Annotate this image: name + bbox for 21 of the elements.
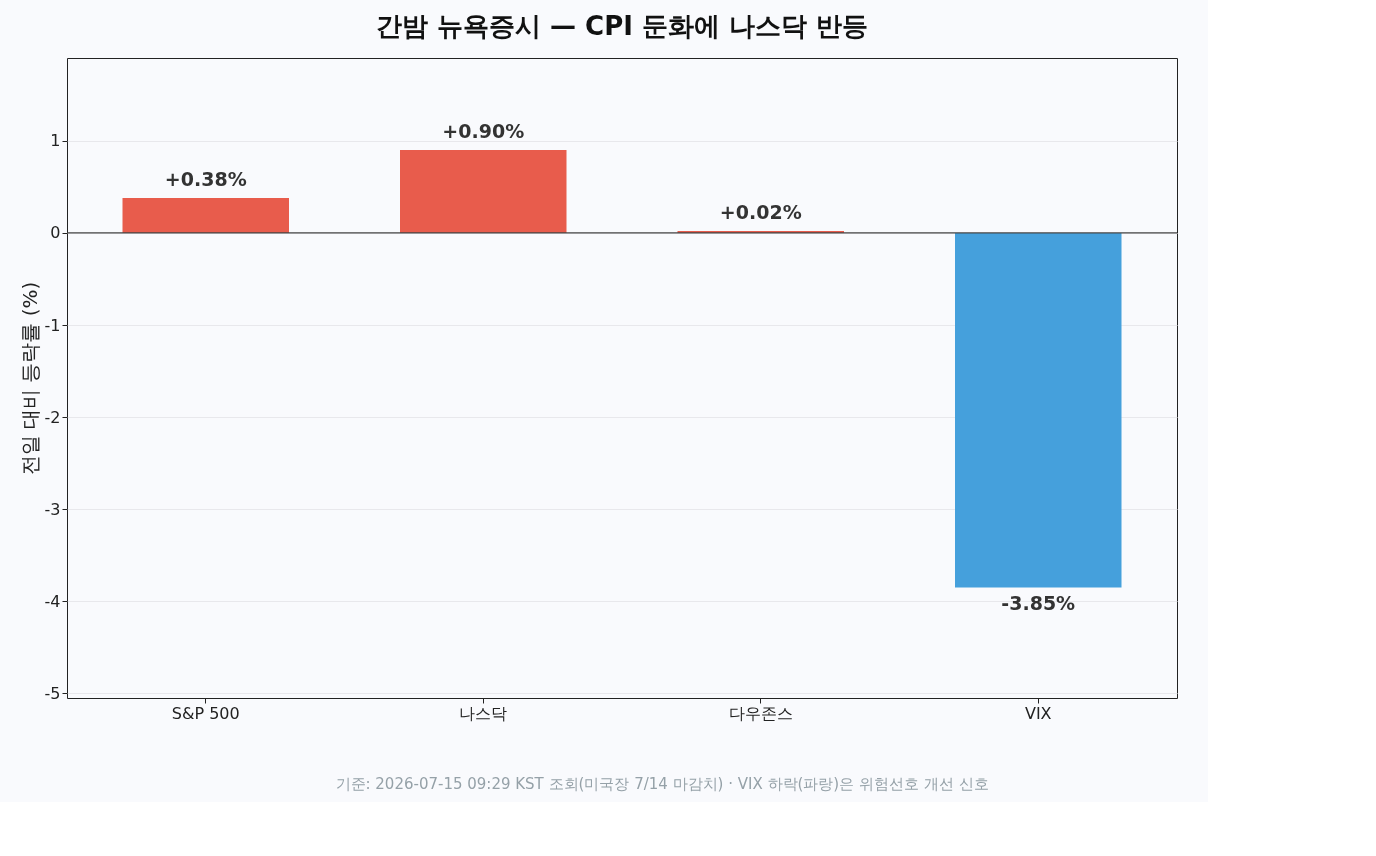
- y-tick-label: 1: [50, 131, 61, 151]
- x-tick-label: S&P 500: [171, 703, 240, 723]
- y-tick-label: -4: [44, 591, 61, 611]
- y-tick-label: -2: [44, 407, 61, 427]
- data-label: +0.02%: [719, 201, 802, 224]
- data-label: +0.38%: [164, 167, 247, 190]
- text: 기준: 2026-07-15 09:29 KST 조회(미국장 7/14 마감치) · VIX 하락(파랑)은 위험선호 개선 신호: [335, 775, 989, 793]
- x-tick-label: 나스닥: [459, 703, 508, 723]
- chart-title: 간밤 뉴욕증시 — CPI 둔화에 나스닥 반등: [375, 11, 869, 41]
- bar: [955, 232, 1122, 588]
- y-tick-label: 0: [50, 223, 61, 243]
- bar: [122, 197, 289, 233]
- y-tick-label: -3: [44, 499, 61, 519]
- data-label: -3.85%: [1001, 592, 1076, 615]
- data-label: +0.90%: [442, 120, 525, 143]
- y-tick-label: -1: [44, 315, 61, 335]
- x-tick-label: 다우존스: [728, 703, 793, 723]
- x-tick-label: VIX: [1024, 703, 1052, 723]
- bar: [400, 150, 567, 233]
- y-tick-label: -5: [44, 683, 61, 703]
- y-axis-title: 전일 대비 등락률 (%): [17, 281, 42, 476]
